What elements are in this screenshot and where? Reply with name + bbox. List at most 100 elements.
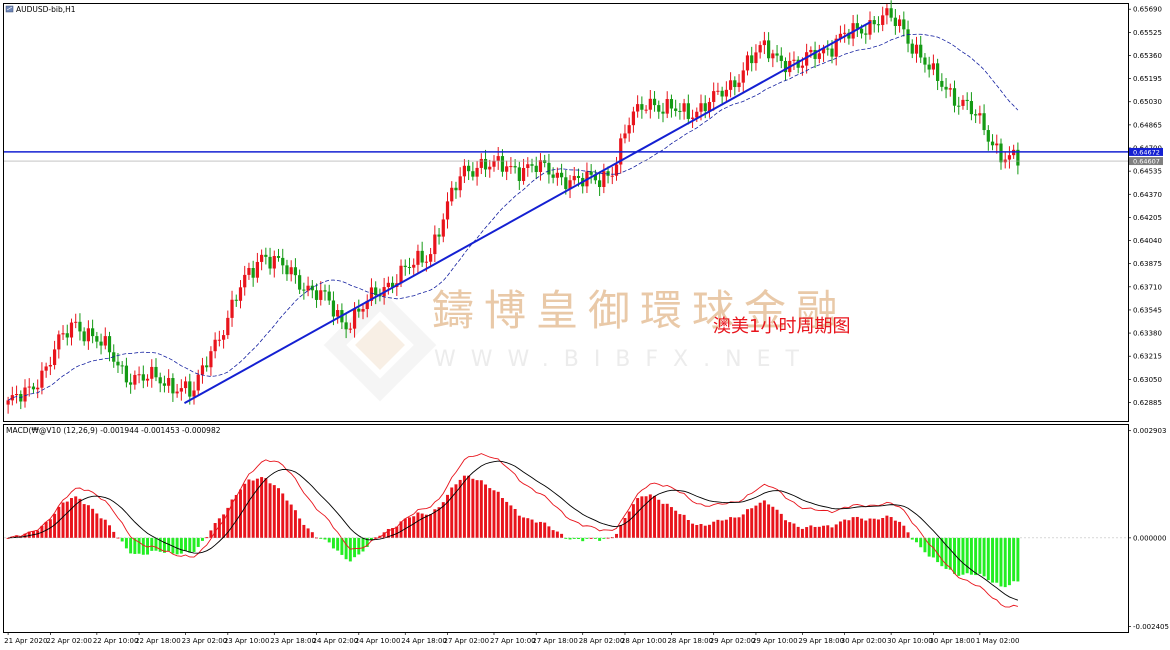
candle [48,356,52,376]
macd-histogram-bar [577,537,580,540]
macd-histogram-bar [293,510,297,538]
macd-histogram-bar [374,537,378,539]
candle-body [454,187,458,191]
candle-body [745,55,750,71]
watermark-en-text: WWW.BIBFX.NET [434,347,814,372]
candle-body [910,43,914,54]
candle-body [881,15,885,25]
candle-body [217,339,221,341]
candle [864,25,868,44]
candle [614,156,619,181]
macd-histogram-bar [1012,537,1016,582]
macd-histogram-bar [564,537,568,539]
candle [52,340,57,370]
macd-histogram-bar [357,537,361,555]
macd-histogram-bar [416,512,420,538]
macd-histogram-bar [923,537,927,553]
candle [137,366,141,384]
macd-histogram-bar [674,510,678,538]
macd-histogram-bar [277,488,280,538]
candle [952,80,957,113]
candle-body [374,287,378,296]
candle [767,32,771,63]
candle [488,159,492,178]
candle [978,105,982,124]
macd-histogram-bar [454,484,458,538]
candle [298,269,302,295]
candle-body [961,99,965,106]
macd-histogram-bar [78,498,82,538]
candle-body [238,287,243,301]
candle-body [36,387,40,390]
candle [251,260,255,287]
candle-body [805,52,809,66]
candle [610,166,614,185]
candle-body [906,29,910,44]
macd-y-axis-tick-label: -0.002405 [1133,623,1169,631]
candle-body [682,103,686,112]
macd-histogram-bar [48,519,52,538]
candle-body [230,299,234,318]
x-axis-tick-label: 23 Apr 02:00 [182,637,228,645]
macd-indicator-title: MACD(₩@V10 (12,26,9) -0.001944 -0.001453… [6,426,221,435]
candle [931,54,935,76]
macd-histogram-bar [762,500,766,538]
macd-histogram-bar [509,505,513,538]
candle [661,102,665,123]
macd-histogram-bar [551,530,555,538]
candle [788,52,792,77]
candle-body [496,156,500,161]
candle [361,302,365,320]
candle [826,40,830,56]
macd-histogram-bar [1003,537,1007,588]
candle-body [188,381,192,397]
macd-histogram-bar [741,514,745,538]
macd-histogram-bar [188,537,192,553]
macd-histogram-bar [606,537,610,539]
macd-histogram-bar [627,511,631,538]
price-chart-title: AUDUSD-bib,H1 [16,5,76,14]
candle-body [327,291,331,301]
x-axis-tick-label: 28 Apr 18:00 [667,637,713,645]
candle-body [175,391,179,394]
candle [65,324,69,346]
candle-body [889,8,893,18]
candle [10,386,14,406]
candle-body [648,98,652,110]
macd-histogram-bar [479,480,483,538]
macd-histogram-bar [822,525,826,538]
candle-body [99,341,103,346]
candle-body [690,117,695,119]
macd-histogram-bar [746,509,749,538]
macd-histogram-bar [809,525,813,538]
candle-body [129,382,133,385]
candle [534,156,538,180]
candle-body [652,98,657,106]
candle [230,290,234,327]
macd-histogram-bar [982,537,986,577]
macd-histogram-bar [175,537,179,555]
candle-body [885,8,889,16]
candle [158,372,162,393]
candle [120,361,124,374]
trend-line[interactable] [183,20,872,405]
candle-body [800,65,805,68]
candle [272,250,276,278]
y-axis-tick-label: 0.63380 [1133,330,1162,338]
macd-histogram-bar [707,524,711,538]
macd-histogram-bar [200,537,204,541]
candle [648,89,652,119]
candle-body [293,267,298,276]
candle [310,279,314,299]
candle [44,362,48,378]
macd-histogram-bar [906,532,910,538]
candle-body [6,400,10,405]
candle [944,78,948,99]
candle-body [543,160,547,163]
y-axis-tick-label: 0.65525 [1133,29,1162,37]
candle [893,8,897,35]
candle-body [167,378,171,386]
candle [268,247,272,275]
candle-body [990,141,995,146]
candle [69,318,74,346]
